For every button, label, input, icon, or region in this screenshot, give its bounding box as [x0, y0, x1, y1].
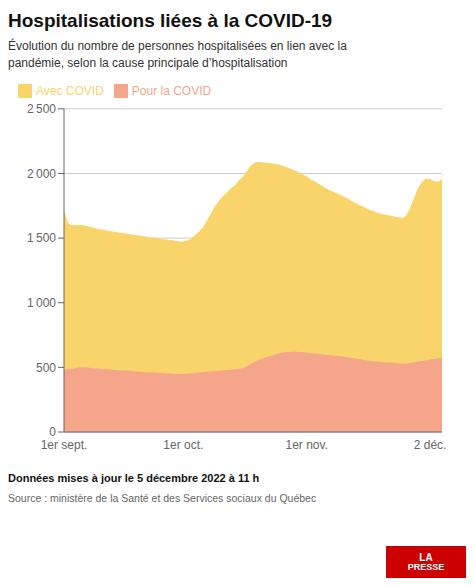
svg-text:1 500: 1 500 — [27, 231, 56, 245]
svg-text:1er sept.: 1er sept. — [41, 437, 88, 451]
svg-text:2 000: 2 000 — [27, 166, 56, 180]
html-text:Évolution du nombre de personn: Évolution du nombre de personnes hospita… — [8, 39, 347, 70]
html-text:Données mises à jour le 5 déce: Données mises à jour le 5 décembre 2022 … — [8, 471, 260, 484]
html-text:LA: LA — [419, 551, 433, 563]
html-text:Avec COVID: Avec COVID — [36, 83, 104, 98]
svg-text:1er oct.: 1er oct. — [163, 437, 203, 451]
svg-text:1 000: 1 000 — [27, 296, 56, 310]
svg-text:500: 500 — [36, 360, 56, 374]
html-text:PRESSE: PRESSE — [407, 561, 445, 572]
svg-text:1er nov.: 1er nov. — [285, 437, 327, 451]
html-text:Source : ministère de la Santé: Source : ministère de la Santé et des Se… — [8, 491, 317, 504]
svg-text:2 déc.: 2 déc. — [414, 437, 447, 451]
html-text:Pour la COVID: Pour la COVID — [131, 83, 212, 98]
svg-text:0: 0 — [49, 425, 56, 439]
html-text:Hospitalisations liées à la CO: Hospitalisations liées à la COVID-19 — [8, 10, 333, 31]
svg-text:2 500: 2 500 — [27, 102, 56, 116]
